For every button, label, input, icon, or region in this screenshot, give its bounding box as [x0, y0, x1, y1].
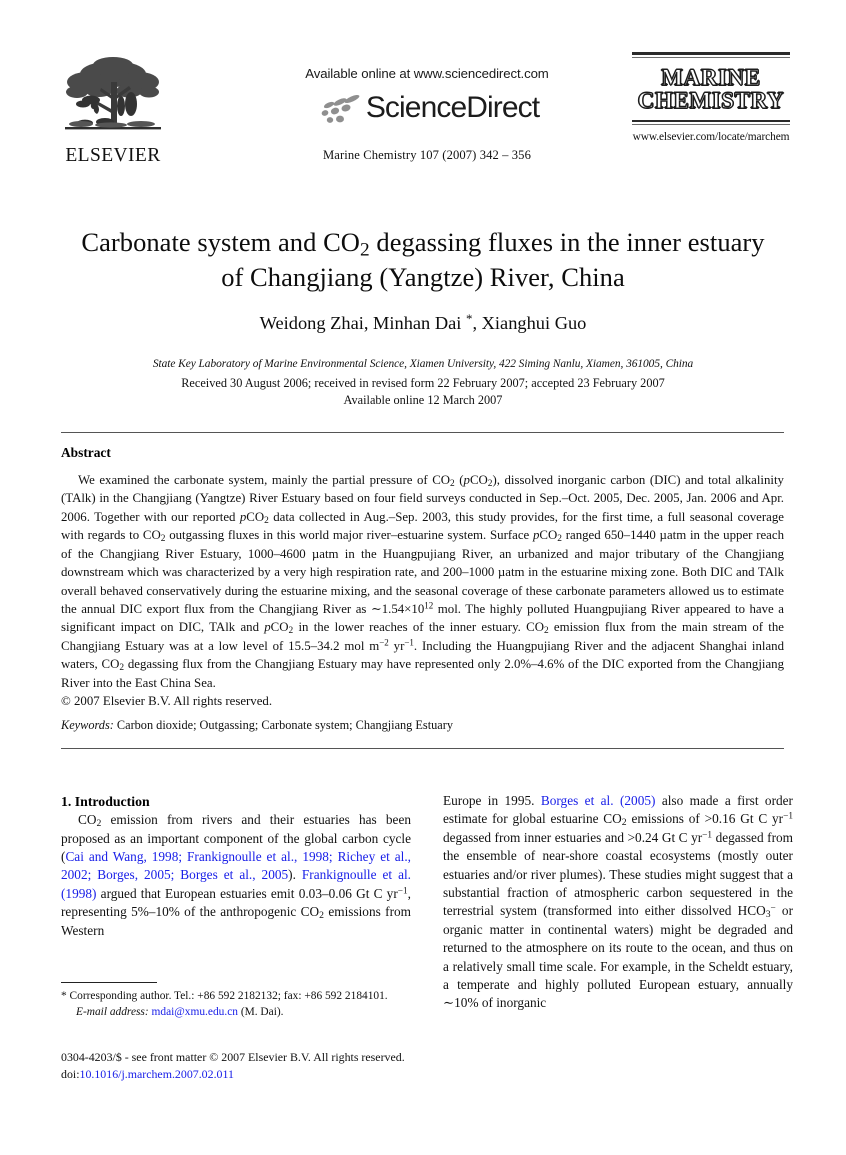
available-online-date: Available online 12 March 2007 — [343, 393, 503, 408]
citation-link[interactable]: Borges et al. (2005) — [540, 793, 656, 808]
doi-label: doi: — [61, 1067, 80, 1082]
journal-rule-bottom — [632, 119, 790, 126]
introduction-paragraph-1: CO2 emission from rivers and their estua… — [61, 812, 412, 938]
abstract-heading: Abstract — [61, 445, 111, 460]
citation-link[interactable]: Frankignoulle et al. (1998) — [61, 867, 412, 901]
footnote-block: * Corresponding author. Tel.: +86 592 21… — [61, 988, 411, 1020]
journal-reference: Marine Chemistry 107 (2007) 342 – 356 — [323, 148, 531, 162]
journal-title-line2: CHEMISTRY — [637, 88, 785, 114]
journal-logo-block: MARINE CHEMISTRY www.elsevier.com/locate… — [632, 52, 790, 143]
email-label: E-mail address: — [76, 1006, 149, 1019]
keywords: Keywords: Carbon dioxide; Outgassing; Ca… — [61, 718, 784, 733]
page-title: Carbonate system and CO2 degassing fluxe… — [60, 225, 786, 295]
masthead: ELSEVIER Available online at www.science… — [57, 52, 790, 182]
keywords-value: Carbon dioxide; Outgassing; Carbonate sy… — [116, 718, 453, 732]
sciencedirect-wordmark: ScienceDirect — [365, 91, 540, 124]
keywords-label: Keywords: — [61, 718, 114, 732]
column-right: Europe in 1995. Borges et al. (2005) als… — [443, 792, 793, 1013]
footnote-divider — [61, 982, 157, 983]
abstract-copyright: © 2007 Elsevier B.V. All rights reserved… — [61, 694, 273, 709]
email-link[interactable]: mdai@xmu.edu.cn — [151, 1006, 238, 1019]
article-history: Received 30 August 2006; received in rev… — [60, 375, 786, 410]
publisher-name: ELSEVIER — [65, 145, 161, 166]
corresponding-author-note: * Corresponding author. Tel.: +86 592 21… — [61, 990, 388, 1002]
journal-title-line1: MARINE — [661, 64, 761, 90]
journal-rule-top — [632, 52, 790, 58]
abstract-paragraph: We examined the carbonate system, mainly… — [61, 473, 785, 690]
affiliation: State Key Laboratory of Marine Environme… — [152, 358, 694, 370]
column-left: 1. Introduction CO2 emission from rivers… — [61, 792, 411, 940]
email-suffix: (M. Dai). — [240, 1006, 284, 1019]
divider-abstract-bottom — [61, 748, 784, 749]
doi-line: doi:10.1016/j.marchem.2007.02.011 — [61, 1066, 441, 1083]
citation-link[interactable]: Cai and Wang, 1998; Frankignoulle et al.… — [61, 848, 411, 883]
received-dates: Received 30 August 2006; received in rev… — [181, 376, 665, 390]
sciencedirect-block: Available online at www.sciencedirect.co… — [237, 66, 617, 128]
available-online-text: Available online at www.sciencedirect.co… — [305, 66, 549, 81]
sciencedirect-swoosh-icon — [321, 94, 360, 123]
title-line-2: of Changjiang (Yangtze) River, China — [221, 262, 625, 293]
imprint-block: 0304-4203/$ - see front matter © 2007 El… — [61, 1049, 441, 1083]
introduction-heading: 1. Introduction — [61, 794, 150, 809]
abstract-text: We examined the carbonate system, mainly… — [61, 471, 784, 710]
doi-link[interactable]: 10.1016/j.marchem.2007.02.011 — [79, 1067, 234, 1082]
title-line-1: Carbonate system and CO2 degassing fluxe… — [81, 227, 765, 261]
front-matter-line: 0304-4203/$ - see front matter © 2007 El… — [61, 1050, 405, 1064]
journal-url: www.elsevier.com/locate/marchem — [632, 131, 790, 144]
divider-abstract-top — [61, 432, 784, 433]
journal-title: MARINE CHEMISTRY — [632, 58, 790, 120]
author-list: Weidong Zhai, Minhan Dai *, Xianghui Guo — [259, 311, 587, 333]
email-note: E-mail address: mdai@xmu.edu.cn (M. Dai)… — [61, 1004, 411, 1020]
introduction-paragraph-continued: Europe in 1995. Borges et al. (2005) als… — [443, 793, 794, 1011]
elsevier-tree-logo — [65, 57, 161, 130]
publisher-block: ELSEVIER — [57, 52, 169, 166]
